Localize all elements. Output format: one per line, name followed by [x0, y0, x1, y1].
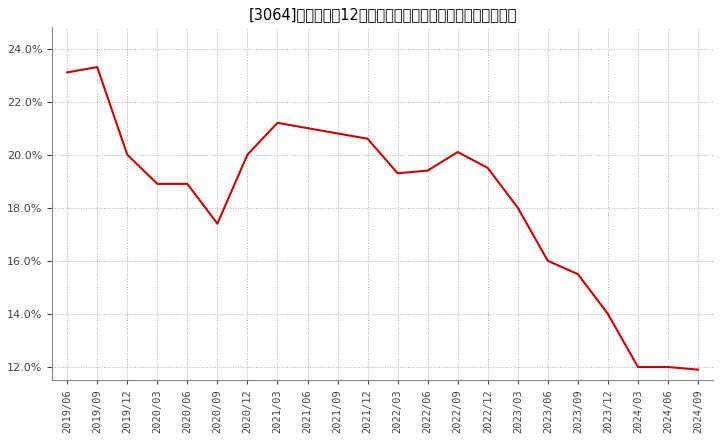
- Title: [3064]　売上高の12か月移動合計の対前年同期増減率の推移: [3064] 売上高の12か月移動合計の対前年同期増減率の推移: [248, 7, 517, 22]
